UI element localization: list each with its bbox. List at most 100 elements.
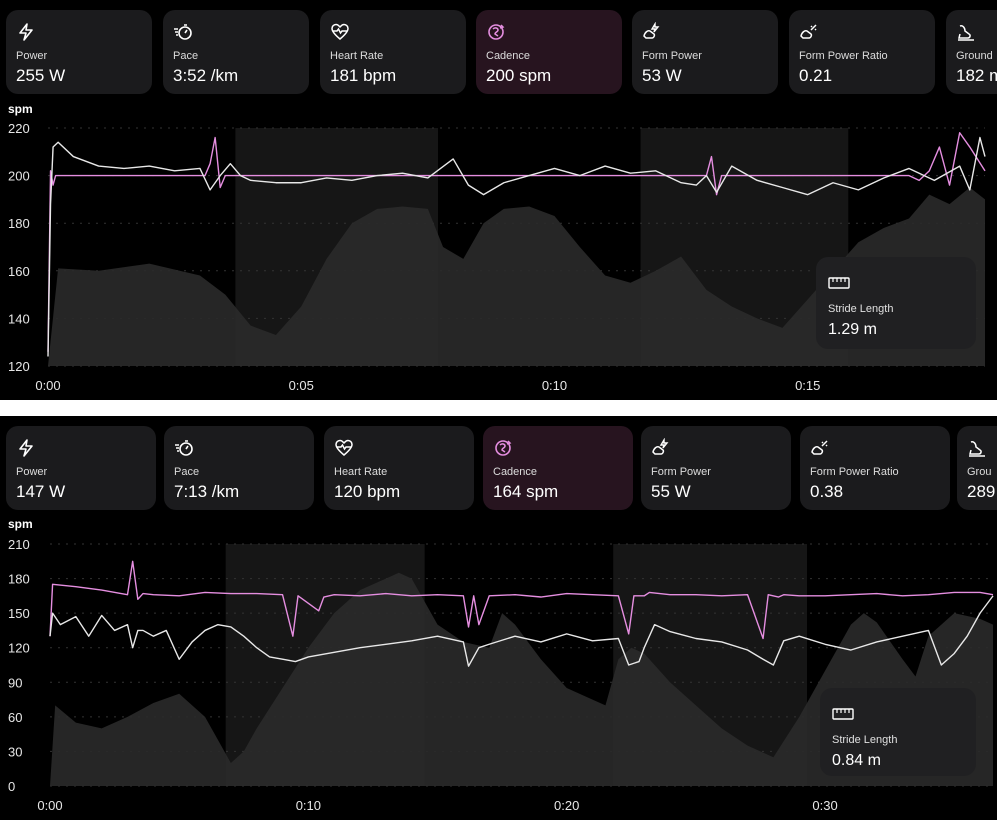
cadence-icon (495, 440, 512, 456)
metric-value: 164 spm (493, 482, 559, 501)
y-tick-label: 160 (8, 264, 30, 279)
metric-label: Form Power Ratio (799, 50, 888, 62)
metric-value: 0.38 (810, 482, 844, 501)
metric-value: 120 bpm (334, 482, 401, 501)
metric-label: Form Power Ratio (810, 466, 899, 478)
metric-card-ground[interactable]: Grou 289 (957, 426, 997, 510)
stride-length-card: Stride Length 1.29 m (816, 257, 976, 349)
x-tick-label: 0:05 (289, 378, 314, 393)
metric-label: Form Power (642, 50, 702, 62)
metric-label: Power (16, 466, 48, 478)
cadence-chart[interactable]: 0 30 60 90 120 150 180 210 0:00 0:10 0:20 0:30 (0, 534, 997, 820)
y-tick-label: 60 (8, 710, 22, 725)
ruler-icon (832, 708, 854, 720)
metric-card-power[interactable]: Power 255 W (6, 10, 152, 94)
y-tick-label: 120 (8, 359, 30, 374)
panel-divider (0, 400, 997, 416)
heart-pulse-icon (331, 23, 349, 40)
heart-pulse-icon (335, 439, 353, 456)
speed-area (50, 572, 993, 786)
metric-label: Pace (173, 50, 199, 62)
stride-length-value: 0.84 m (832, 752, 881, 769)
stride-length-label: Stride Length (832, 734, 898, 746)
metric-value: 53 W (642, 66, 682, 85)
y-tick-label: 120 (8, 641, 30, 656)
metric-card-pace[interactable]: Pace 3:52 /km (163, 10, 309, 94)
metric-label: Grou (967, 466, 992, 478)
metric-label: Heart Rate (334, 466, 388, 478)
stopwatch-icon (175, 440, 193, 456)
cadence-panel-1: Power 255 W Pace 3:52 /km Heart Rate 181… (0, 0, 997, 400)
x-tick-label: 0:10 (542, 378, 567, 393)
metric-card-cadence[interactable]: Cadence 200 spm (476, 10, 622, 94)
x-tick-label: 0:00 (37, 798, 62, 813)
metric-label: Pace (174, 466, 200, 478)
metric-card-form-power[interactable]: Form Power 53 W (632, 10, 778, 94)
metric-label: Form Power (651, 466, 711, 478)
metric-card-power[interactable]: Power 147 W (6, 426, 156, 510)
cadence-line (49, 560, 994, 640)
chart-unit-label: spm (8, 102, 33, 116)
metric-label: Heart Rate (330, 50, 384, 62)
x-tick-label: 0:15 (795, 378, 820, 393)
metric-card-heart-rate[interactable]: Heart Rate 181 bpm (320, 10, 466, 94)
form-power-icon (643, 22, 660, 39)
metric-value: 7:13 /km (174, 482, 240, 501)
x-tick-label: 0:30 (812, 798, 837, 813)
stopwatch-icon (174, 24, 192, 40)
y-tick-label: 220 (8, 121, 30, 136)
stride-length-label: Stride Length (828, 303, 894, 315)
y-tick-label: 210 (8, 537, 30, 552)
cadence-line (47, 132, 986, 352)
stride-length-card: Stride Length 0.84 m (820, 688, 976, 776)
metric-label: Power (16, 50, 48, 62)
y-tick-label: 180 (8, 216, 30, 231)
metric-value: 182 m (956, 66, 997, 85)
chart-unit-label: spm (8, 517, 33, 531)
metric-card-heart-rate[interactable]: Heart Rate 120 bpm (324, 426, 474, 510)
cadence-icon (488, 24, 505, 40)
ground-contact-icon (958, 25, 974, 41)
metric-card-form-power-ratio[interactable]: Form Power Ratio 0.21 (789, 10, 935, 94)
metric-value: 55 W (651, 482, 691, 501)
y-tick-label: 30 (8, 744, 22, 759)
comparison-line (47, 136, 986, 357)
metric-card-form-power-ratio[interactable]: Form Power Ratio 0.38 (800, 426, 950, 510)
form-power-ratio-icon (800, 24, 817, 39)
ground-contact-icon (969, 441, 985, 457)
metric-card-ground[interactable]: Ground 182 m (946, 10, 997, 94)
cadence-panel-2: Power 147 W Pace 7:13 /km Heart Rate 120… (0, 416, 997, 820)
metric-value: 0.21 (799, 66, 833, 85)
form-power-icon (652, 438, 669, 455)
metric-card-form-power[interactable]: Form Power 55 W (641, 426, 791, 510)
x-tick-label: 0:20 (554, 798, 579, 813)
form-power-ratio-icon (811, 440, 828, 455)
x-tick-label: 0:00 (35, 378, 60, 393)
y-tick-label: 90 (8, 675, 22, 690)
y-tick-label: 0 (8, 779, 15, 794)
cadence-chart[interactable]: 120 140 160 180 200 220 0:00 0:05 0:10 0:15 (0, 118, 997, 400)
y-tick-label: 200 (8, 169, 30, 184)
lightning-icon (19, 439, 33, 457)
metric-card-pace[interactable]: Pace 7:13 /km (164, 426, 314, 510)
metric-label: Ground (956, 50, 993, 62)
ruler-icon (828, 277, 850, 289)
stride-length-value: 1.29 m (828, 321, 877, 338)
x-tick-label: 0:10 (296, 798, 321, 813)
speed-area (48, 187, 985, 366)
metric-value: 181 bpm (330, 66, 397, 85)
y-tick-label: 150 (8, 606, 30, 621)
metric-label: Cadence (486, 50, 531, 62)
metric-value: 147 W (16, 482, 66, 501)
cadence-chart-svg[interactable]: 120 140 160 180 200 220 0:00 0:05 0:10 0:15 (0, 118, 997, 400)
y-tick-label: 140 (8, 311, 30, 326)
lightning-icon (19, 23, 33, 41)
metric-value: 289 (967, 482, 996, 501)
metric-label: Cadence (493, 466, 538, 478)
metric-card-cadence[interactable]: Cadence 164 spm (483, 426, 633, 510)
cadence-chart-svg[interactable]: 0 30 60 90 120 150 180 210 0:00 0:10 0:20 0:30 (0, 534, 997, 820)
comparison-line (49, 595, 994, 667)
metric-value: 200 spm (486, 66, 552, 85)
metric-value: 3:52 /km (173, 66, 239, 85)
metric-value: 255 W (16, 66, 66, 85)
